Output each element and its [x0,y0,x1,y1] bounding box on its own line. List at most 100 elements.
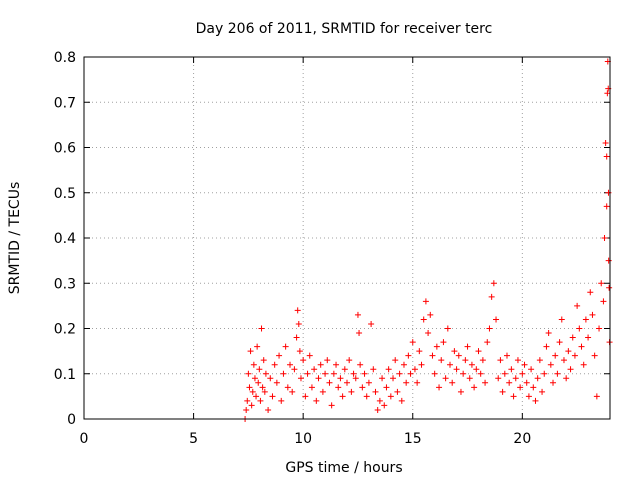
data-point [352,375,359,382]
data-point [427,311,434,318]
y-tick-label: 0.3 [54,276,76,292]
data-point [392,357,399,364]
data-point [455,352,462,359]
chart-title: Day 206 of 2011, SRMTID for receiver ter… [196,21,493,37]
data-point [267,375,274,382]
data-point [578,343,585,350]
y-tick-label: 0.6 [54,141,76,157]
data-point [418,361,425,368]
data-point [449,379,456,386]
data-point [278,397,285,404]
data-point [379,375,386,382]
data-points [242,58,613,422]
data-point [254,343,261,350]
data-point [574,302,581,309]
data-point [563,375,570,382]
data-point [407,370,414,377]
data-point [477,370,484,377]
data-point [501,370,508,377]
data-point [387,393,394,400]
data-point [453,366,460,373]
data-point [543,343,550,350]
data-point [596,325,603,332]
data-point [587,289,594,296]
data-point [383,384,390,391]
data-point [541,370,548,377]
data-point [284,384,291,391]
data-point [567,366,574,373]
data-point [603,153,610,160]
data-point [550,379,557,386]
data-point [482,379,489,386]
data-point [368,320,375,327]
y-tick-label: 0.4 [54,231,76,247]
data-point [250,361,257,368]
data-point [447,361,454,368]
data-point [512,375,519,382]
data-point [295,320,302,327]
data-point [287,361,294,368]
data-point [444,325,451,332]
data-point [471,384,478,391]
data-point [593,393,600,400]
data-point [357,361,364,368]
x-tick-label: 5 [189,431,198,447]
data-point [265,406,272,413]
data-point [350,370,357,377]
data-point [475,348,482,355]
grid [84,57,610,419]
data-point [304,370,311,377]
data-point [339,393,346,400]
data-point [488,293,495,300]
data-point [431,370,438,377]
y-tick-label: 0 [67,412,76,428]
data-point [346,357,353,364]
data-point [344,379,350,386]
data-point [333,361,340,368]
x-tick-label: 15 [404,431,422,447]
data-point [409,339,416,346]
data-point [521,361,528,368]
data-point [273,379,280,386]
data-point [466,375,473,382]
data-point [525,393,532,400]
data-point [372,388,379,395]
data-point [315,375,322,382]
data-point [519,370,526,377]
data-point [246,384,253,391]
y-tick-label: 0.5 [54,186,76,202]
data-point [400,361,407,368]
data-point [468,361,475,368]
data-point [262,370,269,377]
data-point [425,330,432,337]
data-point [405,352,412,359]
data-point [376,397,383,404]
data-point [335,384,342,391]
data-point [244,397,251,404]
data-point [257,397,264,404]
data-point [536,357,543,364]
data-point [269,393,276,400]
data-point [479,357,486,364]
data-point [330,370,337,377]
data-point [490,280,497,287]
data-point [517,384,524,391]
data-point [293,334,300,341]
data-point [503,352,510,359]
data-point [569,334,576,341]
data-point [381,402,388,409]
data-point [248,402,255,409]
data-point [341,366,348,373]
data-point [259,384,266,391]
data-point [348,388,355,395]
data-point [460,370,467,377]
data-point [603,203,610,210]
data-point [591,352,598,359]
data-point [311,366,318,373]
data-point [385,366,392,373]
axis-ticks: 0 0.1 0.2 0.3 0.4 0.5 0.6 0.7 0.8 0 5 10 15 20 [54,50,610,447]
data-point [580,361,587,368]
data-point [300,357,307,364]
data-point [324,357,331,364]
